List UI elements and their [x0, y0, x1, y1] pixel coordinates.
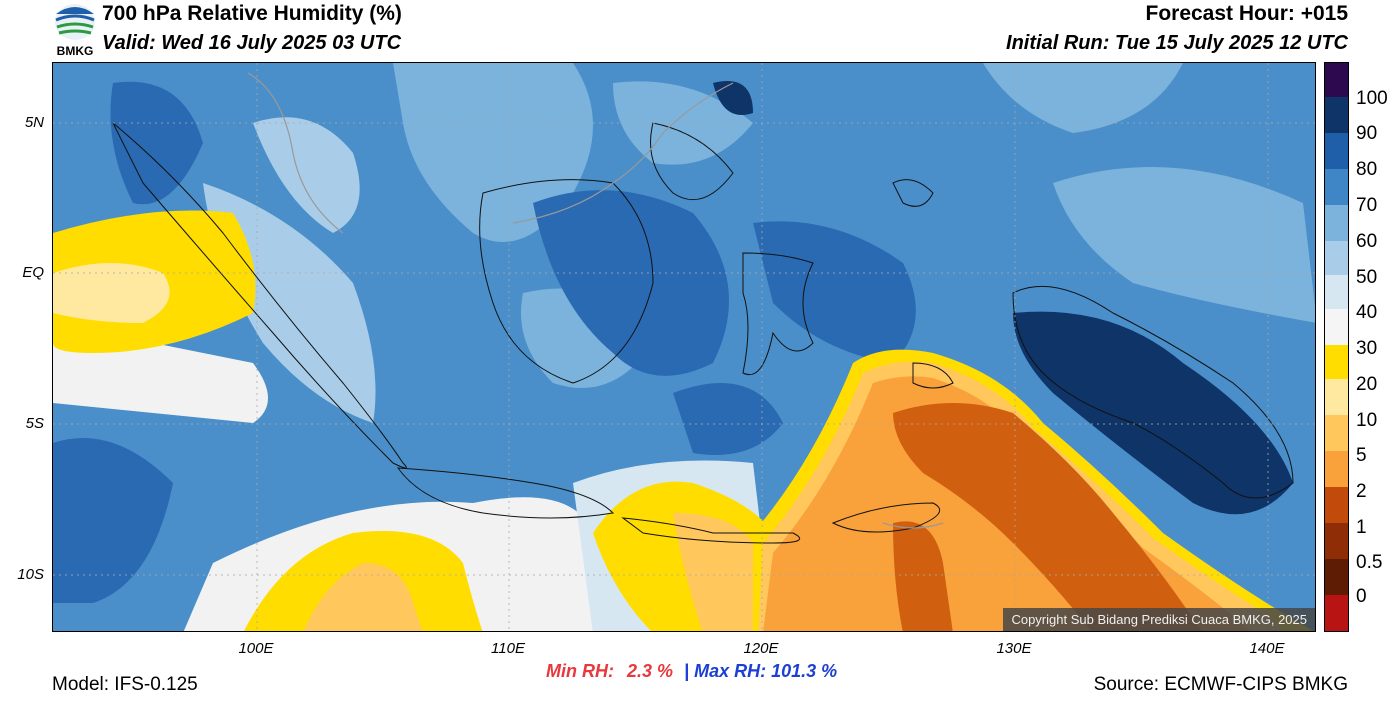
colorbar-swatch	[1325, 275, 1348, 309]
min-rh-value: 2.3 %	[627, 661, 674, 681]
colorbar-label-5: 5	[1356, 445, 1367, 466]
initial-run: Initial Run: Tue 15 July 2025 12 UTC	[1006, 32, 1348, 54]
source-label: Source: ECMWF-CIPS BMKG	[1093, 674, 1348, 695]
colorbar-label-30: 30	[1356, 338, 1378, 359]
logo-text: BMKG	[56, 44, 94, 58]
colorbar-swatch	[1325, 415, 1348, 451]
copyright-notice: Copyright Sub Bidang Prediksi Cuaca BMKG…	[1003, 608, 1315, 631]
colorbar-label-40: 40	[1356, 302, 1378, 323]
colorbar-label-20: 20	[1356, 374, 1378, 395]
colorbar-swatch	[1325, 487, 1348, 523]
colorbar-swatch	[1325, 133, 1348, 169]
colorbar-swatch	[1325, 595, 1348, 631]
colorbar-label-0: 0	[1356, 586, 1367, 607]
lat-label-eq: EQ	[22, 264, 44, 281]
colorbar-swatch	[1325, 169, 1348, 205]
humidity-field	[53, 63, 1315, 631]
colorbar-swatch	[1325, 241, 1348, 275]
colorbar-swatch	[1325, 63, 1348, 97]
colorbar-label-0-5: 0.5	[1356, 552, 1383, 573]
max-rh-label: Max RH:	[694, 661, 767, 681]
colorbar-swatch	[1325, 631, 1348, 632]
lat-label-5n: 5N	[24, 114, 44, 131]
lon-label-140e: 140E	[1249, 640, 1285, 657]
colorbar-label-1: 1	[1356, 517, 1367, 538]
colorbar-swatch	[1325, 97, 1348, 133]
colorbar-label-60: 60	[1356, 231, 1378, 252]
chart-title: 700 hPa Relative Humidity (%)	[102, 2, 402, 25]
humidity-map: Copyright Sub Bidang Prediksi Cuaca BMKG…	[52, 62, 1316, 632]
colorbar-swatch	[1325, 559, 1348, 595]
max-rh-value: 101.3 %	[771, 661, 838, 681]
min-rh-label: Min RH:	[546, 661, 614, 681]
colorbar-swatch	[1325, 523, 1348, 559]
colorbar-swatch	[1325, 309, 1348, 345]
rh-stats: Min RH: 2.3 % | Max RH: 101.3 %	[546, 661, 837, 682]
lon-label-120e: 120E	[743, 640, 779, 657]
colorbar	[1324, 62, 1349, 632]
colorbar-swatch	[1325, 345, 1348, 379]
colorbar-label-50: 50	[1356, 267, 1378, 288]
lat-label-10s: 10S	[17, 566, 44, 583]
lon-label-100e: 100E	[238, 640, 274, 657]
bmkg-logo: BMKG	[52, 2, 98, 58]
model-label: Model: IFS-0.125	[52, 674, 198, 695]
colorbar-label-10: 10	[1356, 410, 1378, 431]
stats-separator: |	[684, 661, 690, 681]
colorbar-label-80: 80	[1356, 159, 1378, 180]
valid-time: Valid: Wed 16 July 2025 03 UTC	[102, 32, 402, 54]
colorbar-label-100: 100	[1356, 88, 1388, 109]
colorbar-swatch	[1325, 205, 1348, 241]
lon-label-110e: 110E	[491, 640, 525, 657]
colorbar-swatch	[1325, 379, 1348, 415]
lon-label-130e: 130E	[996, 640, 1032, 657]
colorbar-label-70: 70	[1356, 195, 1378, 216]
colorbar-label-2: 2	[1356, 481, 1367, 502]
lat-label-5s: 5S	[25, 415, 44, 432]
colorbar-label-90: 90	[1356, 123, 1378, 144]
colorbar-swatch	[1325, 451, 1348, 487]
forecast-hour: Forecast Hour: +015	[1145, 2, 1349, 25]
